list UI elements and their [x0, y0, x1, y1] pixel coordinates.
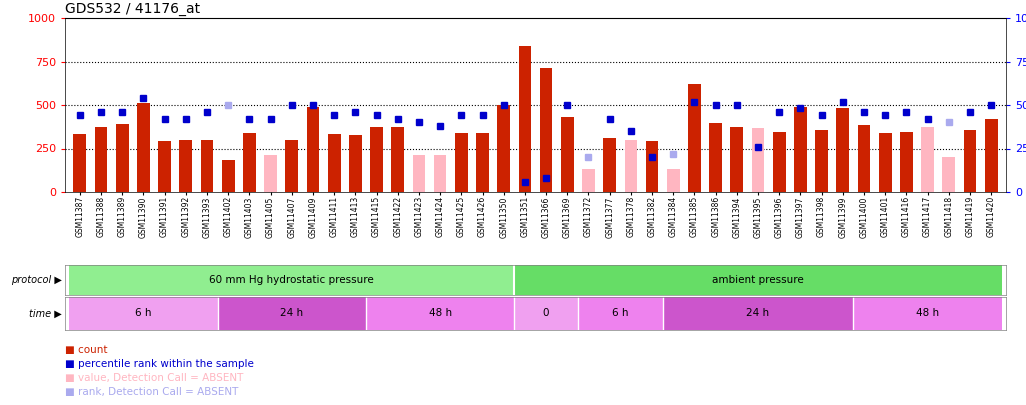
Bar	[455, 133, 468, 192]
Bar	[180, 140, 192, 192]
Bar	[69, 297, 218, 330]
Bar	[158, 141, 171, 192]
Text: 24 h: 24 h	[747, 309, 770, 318]
Bar	[858, 125, 870, 192]
Bar	[514, 297, 578, 330]
Bar	[921, 127, 934, 192]
Bar	[836, 108, 850, 192]
Bar	[327, 134, 341, 192]
Text: ■ count: ■ count	[65, 345, 108, 355]
Bar	[201, 140, 213, 192]
Text: protocol ▶: protocol ▶	[11, 275, 62, 285]
Text: 6 h: 6 h	[135, 309, 152, 318]
Bar	[900, 132, 913, 192]
Bar	[709, 123, 722, 192]
Bar	[731, 127, 743, 192]
Bar	[370, 127, 383, 192]
Bar	[498, 105, 510, 192]
Bar	[514, 265, 1001, 295]
Bar	[963, 130, 977, 192]
Bar	[603, 138, 616, 192]
Bar	[69, 265, 514, 295]
Bar	[518, 46, 531, 192]
Text: GDS532 / 41176_at: GDS532 / 41176_at	[65, 2, 200, 16]
Text: time ▶: time ▶	[30, 309, 62, 318]
Bar	[137, 103, 150, 192]
Bar	[816, 130, 828, 192]
Bar	[663, 297, 854, 330]
Bar	[222, 160, 235, 192]
Text: 0: 0	[543, 309, 549, 318]
Bar	[540, 68, 552, 192]
Bar	[854, 297, 1001, 330]
Text: ■ percentile rank within the sample: ■ percentile rank within the sample	[65, 359, 253, 369]
Bar	[794, 107, 806, 192]
Bar	[625, 140, 637, 192]
Bar	[578, 297, 663, 330]
Bar	[412, 155, 426, 192]
Bar	[116, 124, 128, 192]
Text: 48 h: 48 h	[429, 309, 451, 318]
Bar	[349, 134, 362, 192]
Bar	[879, 133, 892, 192]
Bar	[561, 117, 574, 192]
Bar	[434, 155, 446, 192]
Bar	[94, 127, 108, 192]
Bar	[285, 140, 299, 192]
Text: 48 h: 48 h	[916, 309, 939, 318]
Text: ■ value, Detection Call = ABSENT: ■ value, Detection Call = ABSENT	[65, 373, 243, 383]
Bar	[307, 107, 319, 192]
Bar	[773, 132, 786, 192]
Bar	[985, 119, 997, 192]
Bar	[582, 169, 595, 192]
Text: 6 h: 6 h	[613, 309, 629, 318]
Bar	[943, 157, 955, 192]
Bar	[391, 127, 404, 192]
Bar	[218, 297, 366, 330]
Text: ■ rank, Detection Call = ABSENT: ■ rank, Detection Call = ABSENT	[65, 387, 238, 397]
Bar	[476, 133, 488, 192]
Text: ambient pressure: ambient pressure	[712, 275, 804, 285]
Bar	[265, 155, 277, 192]
Bar	[688, 84, 701, 192]
Bar	[243, 133, 255, 192]
Bar	[74, 134, 86, 192]
Bar	[667, 169, 679, 192]
Bar	[752, 128, 764, 192]
Text: 24 h: 24 h	[280, 309, 304, 318]
Bar	[645, 141, 659, 192]
Text: 60 mm Hg hydrostatic pressure: 60 mm Hg hydrostatic pressure	[209, 275, 374, 285]
Bar	[366, 297, 514, 330]
